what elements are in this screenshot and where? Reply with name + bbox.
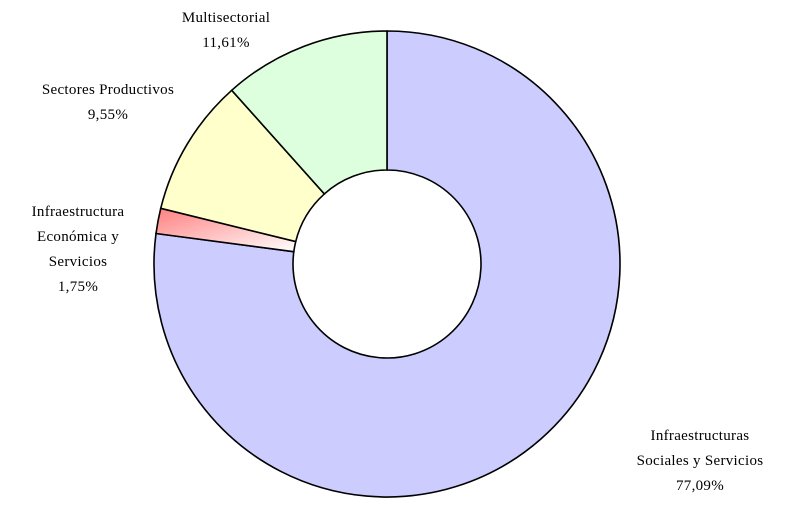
slice-1-label-line-2: Servicios	[49, 254, 108, 270]
slice-2-label-line-0: Sectores Productivos	[42, 82, 174, 98]
slices-group	[153, 30, 621, 498]
slice-3-label-line-0: Multisectorial	[182, 10, 270, 26]
slice-1-label-line-1: Económica y	[37, 229, 119, 245]
slice-3	[230, 30, 388, 196]
slice-3-value-label: 11,61%	[202, 35, 250, 51]
slice-0-label-line-1: Sociales y Servicios	[637, 453, 764, 469]
labels-group: Infraestructuras Sociales y Servicios 77,0…	[32, 10, 764, 494]
slice-1-label-line-0: Infraestructura	[32, 204, 125, 220]
slice-0	[153, 30, 621, 498]
slice-0-value-label: 77,09%	[676, 478, 724, 494]
slice-1-value-label: 1,75%	[58, 279, 98, 295]
slice-2-value-label: 9,55%	[88, 107, 128, 123]
slice-0-label-line-0: Infraestructuras	[651, 428, 750, 444]
